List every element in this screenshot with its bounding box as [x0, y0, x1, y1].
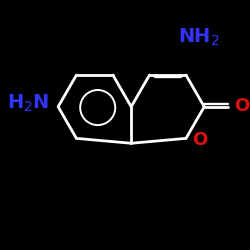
Text: O: O: [192, 130, 207, 148]
Text: H$_2$N: H$_2$N: [7, 92, 50, 114]
Text: O: O: [234, 96, 249, 114]
Text: NH$_2$: NH$_2$: [178, 27, 220, 48]
